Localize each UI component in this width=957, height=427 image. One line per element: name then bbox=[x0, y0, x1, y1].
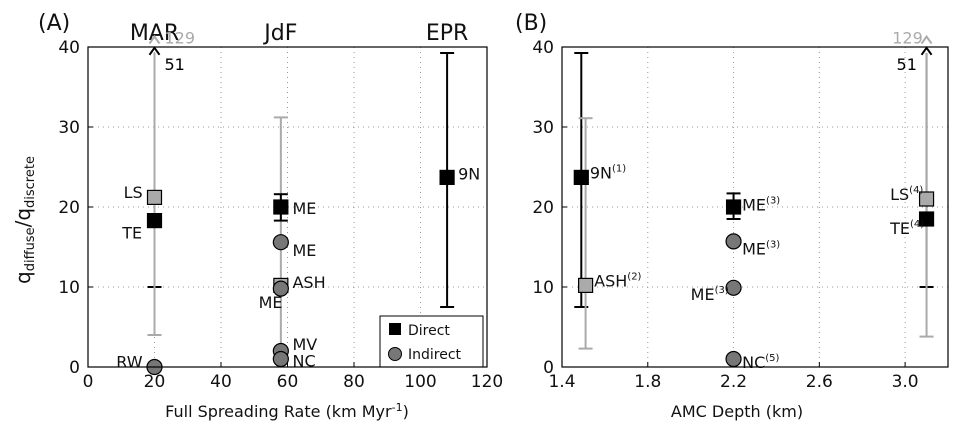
point-label: LS(4) bbox=[890, 185, 923, 204]
plot-frame-b bbox=[561, 46, 949, 368]
off-scale-label: 129 bbox=[892, 28, 923, 47]
legend-direct-label: Direct bbox=[408, 323, 450, 339]
x-axis-label-a: Full Spreading Rate (km Myr-1) bbox=[165, 401, 409, 421]
x-tick-label: 3.0 bbox=[892, 372, 919, 392]
point-label: RW bbox=[116, 352, 142, 371]
top-category-label: EPR bbox=[426, 21, 468, 46]
point-label: ME(3) bbox=[742, 196, 780, 215]
off-scale-label: 129 bbox=[164, 28, 195, 47]
indirect-marker bbox=[272, 280, 289, 297]
legend-indirect-marker bbox=[388, 347, 402, 361]
x-tick-label: 2.2 bbox=[720, 372, 747, 392]
point-label: TE(4) bbox=[889, 219, 924, 238]
x-tick-label: 20 bbox=[144, 372, 166, 392]
x-tick-label: 1.8 bbox=[634, 372, 661, 392]
y-tick-label: 20 bbox=[58, 198, 80, 218]
off-scale-label: 51 bbox=[897, 55, 917, 74]
y-tick-label: 20 bbox=[532, 198, 554, 218]
panel-b-label: (B) bbox=[515, 11, 547, 36]
plot-frame-a bbox=[87, 46, 488, 368]
legend-indirect-label: Indirect bbox=[408, 347, 462, 363]
y-tick-label: 0 bbox=[69, 358, 80, 378]
point-label: LS bbox=[124, 183, 143, 202]
point-label: ME bbox=[292, 241, 316, 260]
point-label: 9N(1) bbox=[590, 164, 626, 183]
x-tick-label: 120 bbox=[471, 372, 503, 392]
x-axis-label-b: AMC Depth (km) bbox=[671, 402, 803, 421]
ticks-a: 0 20 40 60 80 100 120 0 10 20 30 40 bbox=[58, 38, 503, 392]
x-tick-label: 0 bbox=[83, 372, 94, 392]
indirect-marker bbox=[725, 233, 742, 250]
y-tick-label: 0 bbox=[543, 358, 554, 378]
legend: Direct Indirect bbox=[379, 315, 484, 368]
direct-marker bbox=[439, 169, 455, 185]
panel-a-label: (A) bbox=[38, 11, 70, 36]
off-scale-label: 51 bbox=[164, 55, 184, 74]
off-scale-arrow bbox=[148, 34, 161, 45]
point-label: ME(3) bbox=[691, 285, 729, 304]
x-tick-label: 60 bbox=[277, 372, 299, 392]
direct-marker bbox=[918, 191, 935, 207]
point-label: NC(5) bbox=[742, 353, 779, 372]
direct-marker bbox=[146, 189, 163, 205]
point-label: 9N bbox=[458, 164, 480, 183]
top-category-label: MAR bbox=[130, 21, 179, 46]
point-label: ME bbox=[292, 199, 316, 218]
top-category-label: JdF bbox=[262, 21, 297, 46]
direct-marker bbox=[725, 199, 742, 215]
x-tick-label: 80 bbox=[343, 372, 365, 392]
panel-a: (A) qdiffuse/qdiscrete Full Spreading Ra… bbox=[11, 11, 503, 421]
indirect-marker bbox=[272, 350, 289, 368]
data-b: 129 51 9N(1) ASH(2) ME(3) ME(3) ME(3) NC(5) LS(4… bbox=[573, 28, 935, 372]
direct-marker bbox=[146, 213, 163, 229]
y-tick-label: 10 bbox=[58, 278, 80, 298]
direct-marker bbox=[273, 199, 289, 215]
point-label: ASH(2) bbox=[594, 272, 641, 291]
point-label: ME(3) bbox=[742, 240, 780, 259]
legend-direct-marker bbox=[389, 323, 401, 335]
direct-marker bbox=[577, 277, 594, 293]
y-tick-label: 10 bbox=[532, 278, 554, 298]
y-tick-label: 40 bbox=[532, 38, 554, 58]
point-label: TE bbox=[121, 224, 142, 243]
direct-marker bbox=[573, 169, 589, 185]
off-scale-arrow bbox=[920, 46, 933, 56]
y-tick-label: 40 bbox=[58, 38, 80, 58]
ticks-b: 1.4 1.8 2.2 2.6 3.0 0 10 20 30 40 bbox=[532, 38, 918, 392]
y-tick-label: 30 bbox=[532, 118, 554, 138]
direct-marker bbox=[918, 211, 935, 227]
x-tick-label: 2.6 bbox=[806, 372, 833, 392]
panel-b: (B) AMC Depth (km) 1.4 1.8 2.2 2.6 3.0 0 10 20 3… bbox=[515, 11, 949, 421]
x-tick-label: 40 bbox=[210, 372, 232, 392]
point-label: MV bbox=[292, 335, 317, 354]
y-axis-label: qdiffuse/qdiscrete bbox=[11, 156, 38, 284]
off-scale-arrow bbox=[148, 46, 161, 56]
off-scale-arrow bbox=[920, 34, 933, 45]
indirect-marker bbox=[725, 350, 742, 368]
indirect-marker bbox=[272, 234, 289, 251]
indirect-marker bbox=[725, 279, 742, 296]
y-tick-label: 30 bbox=[58, 118, 80, 138]
point-label: ASH bbox=[292, 273, 325, 292]
x-tick-label: 1.4 bbox=[548, 372, 575, 392]
point-label: ME bbox=[259, 293, 283, 312]
point-label: NC bbox=[292, 352, 315, 371]
x-tick-label: 100 bbox=[404, 372, 436, 392]
